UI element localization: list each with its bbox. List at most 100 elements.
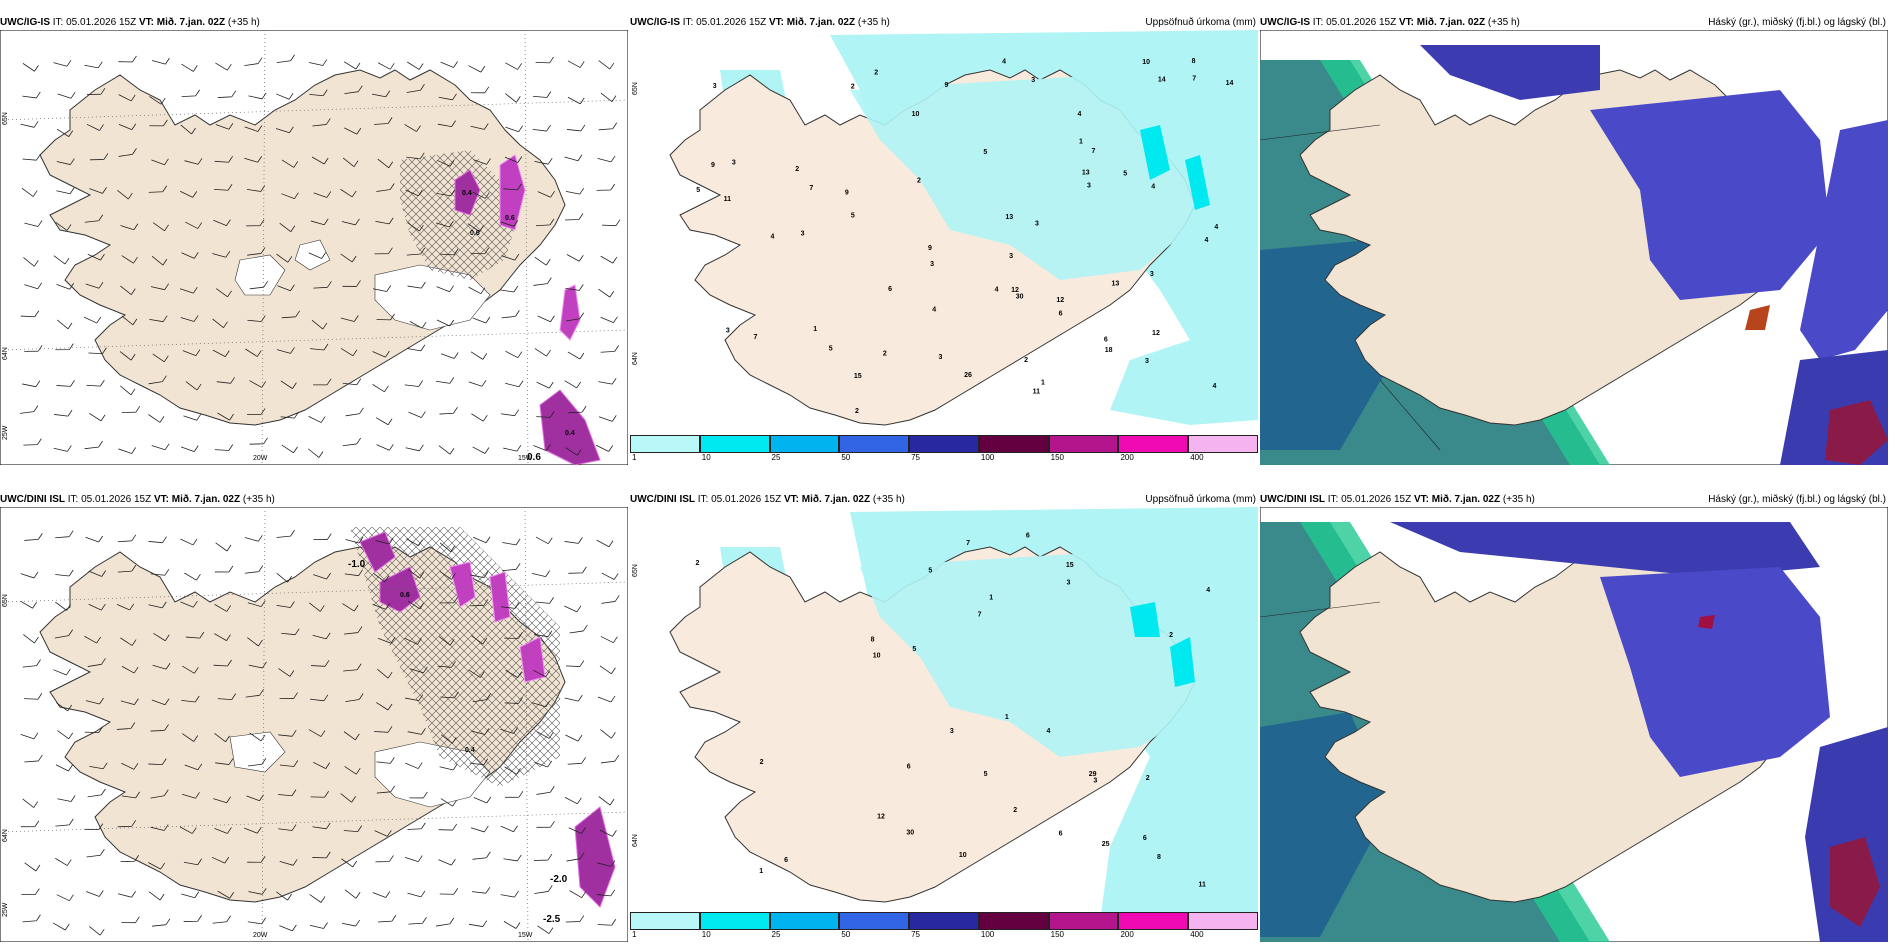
wind-barb: [87, 658, 106, 667]
wind-barb: [505, 93, 521, 103]
wind-barb: [564, 694, 583, 702]
wind-barb: [117, 190, 133, 200]
wind-barb: [408, 411, 426, 418]
precip-value: 2: [883, 351, 887, 358]
wind-barb: [116, 603, 135, 611]
wind-barb: [439, 888, 459, 895]
precip-value: 2: [851, 84, 855, 91]
wind-barb: [211, 856, 230, 864]
wind-barb: [599, 665, 616, 675]
wind-barb: [377, 62, 395, 70]
wind-barb: [184, 763, 203, 771]
wind-barb: [505, 380, 524, 388]
wind-barb: [281, 444, 298, 454]
wind-barb: [469, 599, 489, 607]
wind-barb: [407, 728, 426, 735]
precip-value: 9: [944, 82, 948, 89]
precip-value: 5: [851, 213, 855, 220]
wind-barb: [120, 223, 139, 231]
wind-barb: [437, 661, 456, 668]
precip-value: 7: [978, 612, 982, 619]
colorbar-swatch: [699, 435, 770, 453]
wind-barb: [404, 637, 422, 645]
wind-barb: [247, 600, 266, 607]
wind-barb: [470, 571, 489, 578]
wind-barb: [244, 156, 263, 163]
wind-barb: [406, 344, 426, 352]
wind-barb: [85, 535, 104, 543]
wind-barb: [56, 187, 75, 195]
wind-barb: [435, 917, 455, 927]
lon-edge-label: 25W: [2, 425, 9, 440]
colorbar-label: 25: [771, 453, 781, 462]
wind-barb: [406, 152, 425, 160]
wind-barb: [118, 123, 137, 131]
wind-barb: [473, 536, 491, 544]
wind-barb: [500, 409, 520, 417]
precip-value: 13: [1082, 170, 1090, 177]
wind-barb: [276, 529, 295, 538]
wind-barb: [182, 665, 199, 674]
wind-barb: [22, 63, 39, 72]
wind-barb: [182, 792, 200, 799]
wind-barb: [148, 414, 165, 423]
wind-barb: [535, 56, 554, 64]
wind-barb: [407, 822, 426, 830]
precip-value: 13: [1112, 281, 1120, 288]
wind-barb: [376, 702, 393, 711]
wind-barb: [24, 282, 43, 290]
wind-barb: [120, 637, 137, 646]
wind-barb: [308, 729, 326, 737]
svg-text:0.6: 0.6: [527, 452, 541, 463]
colorbar-swatch: [978, 435, 1049, 453]
wind-barb: [313, 378, 332, 386]
wind-barb: [152, 353, 169, 363]
wind-barb: [598, 60, 615, 70]
wind-barb: [247, 408, 266, 415]
precip-value: 6: [1026, 532, 1030, 539]
wind-barb: [567, 351, 585, 360]
wind-barb: [151, 158, 169, 166]
lat-label: 64N: [2, 347, 9, 360]
wind-barb: [149, 119, 168, 127]
wind-barb: [249, 380, 267, 388]
wind-barb: [376, 444, 394, 451]
wind-barb: [565, 284, 584, 291]
wind-barb: [502, 563, 521, 572]
wind-barb: [119, 385, 136, 396]
wind-barb: [55, 857, 72, 866]
wind-barb: [88, 570, 107, 577]
colorbar-label: 200: [1120, 930, 1134, 939]
map-precip: 1 2 1 5 5 6 6 15 25 12 11 10 30 7 6 8 29 2 3 4 2 6 10 4 3 3 5 7 2 2 8 6…: [630, 507, 1258, 942]
wind-barb: [504, 697, 523, 704]
precip-value: 3: [1067, 579, 1071, 586]
wind-barb: [535, 218, 555, 227]
wind-barb: [470, 86, 490, 94]
colorbar-label: 25: [771, 930, 781, 939]
wind-barb: [120, 285, 136, 295]
wind-barb: [564, 797, 582, 805]
wind-barb: [86, 890, 104, 897]
wind-barb: [501, 253, 520, 261]
wind-barb: [277, 789, 297, 797]
colorbar-swatch: [769, 435, 840, 453]
wind-barb: [214, 183, 233, 191]
wind-barb: [151, 57, 170, 65]
wind-barb: [213, 659, 232, 667]
colorbar: 1 10 25 50 75 100 150 200 400: [630, 435, 1258, 465]
colorbar-label: 150: [1050, 453, 1065, 462]
wind-barb: [55, 343, 74, 351]
svg-text:0.6: 0.6: [505, 215, 515, 222]
wind-barb: [24, 754, 43, 763]
precip-value: 4: [1214, 224, 1218, 231]
wind-barb: [247, 637, 263, 647]
wind-barb: [215, 123, 234, 130]
wind-barb: [151, 255, 168, 266]
wind-barb: [566, 852, 585, 862]
wind-barb: [439, 542, 456, 553]
wind-barb: [117, 564, 137, 573]
wind-barb: [248, 92, 267, 100]
wind-barb: [121, 791, 140, 799]
wind-barb: [439, 596, 459, 604]
wind-barb: [276, 347, 295, 354]
